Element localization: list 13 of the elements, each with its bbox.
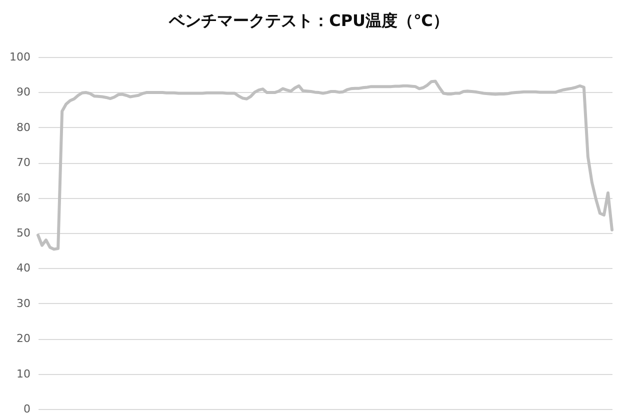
y-tick-label: 40	[16, 262, 30, 275]
y-tick-label: 100	[10, 50, 30, 64]
chart-title: ベンチマークテスト：CPU温度（℃）	[168, 11, 449, 30]
y-tick-label: 50	[16, 226, 30, 240]
y-tick-label: 90	[16, 86, 30, 99]
y-tick-label: 30	[16, 296, 30, 310]
y-tick-label: 80	[16, 120, 30, 134]
line-series	[36, 80, 614, 251]
y-tick-label: 70	[16, 156, 30, 170]
y-tick-label: 60	[16, 191, 30, 204]
y-tick-label: 10	[16, 367, 30, 380]
y-tick-label: 20	[16, 332, 30, 346]
y-tick-label: 0	[24, 402, 30, 416]
